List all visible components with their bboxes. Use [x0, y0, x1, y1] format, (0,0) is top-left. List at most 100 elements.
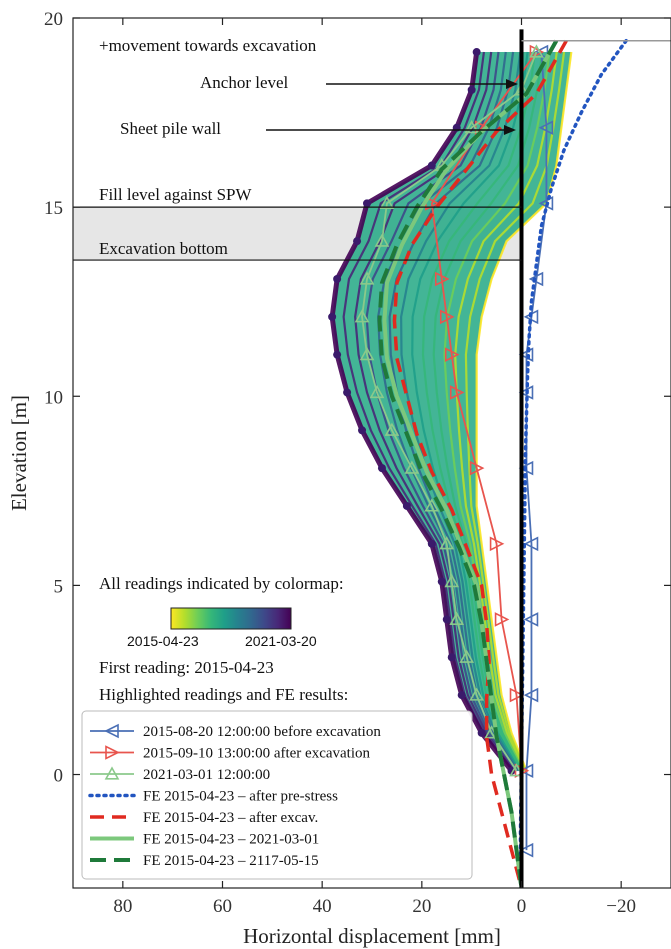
legend-item: FE 2015-04-23 – after excav. — [90, 810, 318, 826]
reading-point — [358, 426, 367, 435]
reading-point — [427, 539, 436, 548]
y-tick-label: 10 — [44, 387, 63, 408]
reading-point — [437, 577, 446, 586]
envelope-area — [332, 52, 572, 771]
colorbar — [170, 607, 292, 630]
reading-point — [472, 48, 481, 57]
reading-line — [421, 51, 537, 772]
colormap-title: All readings indicated by colormap: — [99, 574, 344, 593]
reading-point — [333, 350, 342, 359]
series-7 — [377, 39, 559, 888]
plot-frame — [72, 17, 671, 889]
series-marker — [439, 536, 455, 550]
series-marker — [369, 384, 385, 399]
reading-line — [329, 51, 514, 773]
reading-point — [343, 388, 352, 397]
x-tick-label: 20 — [412, 896, 431, 917]
reading-point — [477, 728, 486, 737]
series-marker — [434, 271, 450, 287]
series-marker — [359, 271, 375, 285]
reading-point — [363, 199, 372, 208]
reading-line — [411, 51, 529, 772]
series-marker — [509, 687, 525, 703]
y-tick-label: 0 — [54, 766, 64, 787]
legend-item: FE 2015-04-23 – 2117-05-15 — [90, 853, 319, 869]
legend-item: FE 2015-04-23 – 2021-03-01 — [90, 832, 319, 848]
reading-point — [402, 501, 411, 510]
reading-point — [457, 691, 466, 700]
legend-label: 2015-09-10 13:00:00 after excavation — [143, 746, 371, 762]
x-tick-label: 80 — [113, 896, 132, 917]
series-marker — [489, 536, 505, 552]
reading-point — [467, 85, 476, 94]
reading-line — [475, 51, 573, 772]
reading-point — [377, 464, 386, 473]
series-3 — [354, 44, 544, 777]
series-5 — [392, 39, 568, 888]
legend-label: 2021-03-01 12:00:00 — [143, 767, 270, 783]
reading-point — [333, 275, 342, 283]
series-line — [382, 39, 559, 888]
excavation-bottom-label: Excavation bottom — [99, 239, 228, 258]
y-tick-label: 5 — [54, 576, 64, 597]
series-marker — [469, 687, 485, 701]
series-marker — [523, 687, 539, 703]
series-marker — [444, 347, 460, 362]
colorbar-start-label: 2015-04-23 — [127, 633, 199, 649]
legend-item: 2015-09-10 13:00:00 after excavation — [90, 745, 371, 762]
legend-label: FE 2015-04-23 – 2021-03-01 — [143, 832, 319, 848]
legend-item: 2021-03-01 12:00:00 — [90, 766, 270, 783]
legend-item: FE 2015-04-23 – after pre-stress — [88, 789, 338, 805]
sheet-pile-wall-label: Sheet pile wall — [120, 119, 221, 138]
series-marker — [444, 573, 460, 588]
x-axis-title: Horizontal displacement [mm] — [243, 924, 501, 948]
anchor-level-label: Anchor level — [200, 73, 289, 92]
reading-point — [427, 161, 436, 170]
reading-point — [353, 237, 362, 246]
series-marker — [459, 649, 475, 663]
y-tick-label: 15 — [44, 198, 63, 219]
legend-item: 2015-08-20 12:00:00 before excavation — [90, 723, 381, 740]
series-marker — [523, 612, 539, 627]
y-tick-label: 20 — [44, 9, 63, 30]
series-marker — [404, 460, 420, 474]
x-tick-label: 60 — [213, 896, 232, 917]
y-axis-title: Elevation [m] — [7, 395, 31, 511]
series-marker — [105, 745, 120, 760]
series-marker — [518, 347, 534, 362]
series-marker — [518, 842, 534, 858]
series-marker — [518, 763, 534, 779]
series-marker — [528, 271, 544, 287]
series-marker — [523, 536, 539, 552]
series-marker — [439, 309, 455, 325]
x-tick-label: −20 — [606, 896, 636, 917]
series-marker — [494, 612, 510, 627]
series-line — [392, 39, 568, 888]
colorbar-end-label: 2021-03-20 — [245, 633, 317, 649]
reading-point — [328, 312, 337, 321]
series-line — [377, 39, 559, 888]
first-reading-label: First reading: 2015-04-23 — [99, 658, 274, 677]
series-marker — [538, 120, 554, 135]
series-marker — [529, 44, 545, 60]
series-6 — [382, 39, 559, 888]
legend-label: FE 2015-04-23 – after pre-stress — [143, 789, 338, 805]
series-marker — [374, 233, 390, 247]
series-marker — [469, 460, 485, 476]
series-marker — [449, 611, 465, 626]
series-marker — [104, 723, 119, 739]
anchor-level-arrowhead — [506, 79, 518, 89]
series-marker — [384, 422, 400, 436]
sheet-pile-arrowhead — [504, 125, 516, 135]
highlighted-label: Highlighted readings and FE results: — [99, 685, 348, 704]
series-marker — [449, 385, 465, 400]
readings-envelope — [328, 48, 573, 775]
legend-label: FE 2015-04-23 – 2117-05-15 — [143, 853, 319, 869]
series-marker — [359, 347, 375, 361]
reading-line — [464, 51, 566, 772]
legend-label: 2015-08-20 12:00:00 before excavation — [143, 724, 381, 740]
series-marker — [529, 44, 544, 58]
legend-label: FE 2015-04-23 – after excav. — [143, 810, 318, 826]
axis-ticks: 80 60 40 20 0 −20 0 5 10 15 20 — [44, 9, 671, 917]
